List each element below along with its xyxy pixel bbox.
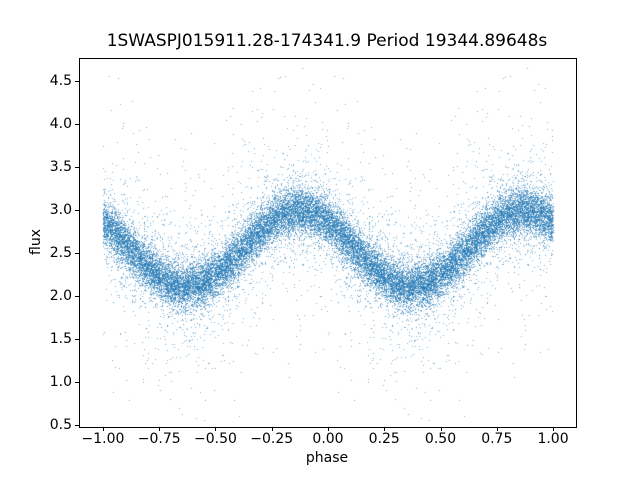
x-tick-label: 0.25 bbox=[368, 431, 400, 447]
x-tick-mark bbox=[496, 427, 498, 431]
y-tick-label: 2.5 bbox=[49, 245, 72, 262]
x-tick-mark bbox=[328, 427, 329, 431]
x-axis-label: phase bbox=[305, 450, 349, 466]
y-tick-mark bbox=[75, 339, 79, 341]
x-tick-label: −1.00 bbox=[81, 431, 125, 447]
y-tick-mark bbox=[75, 210, 79, 212]
x-tick-label: −0.75 bbox=[137, 431, 181, 447]
y-tick-label: 1.0 bbox=[49, 374, 72, 391]
y-tick-label: 4.0 bbox=[49, 116, 72, 133]
y-tick-mark bbox=[75, 425, 79, 427]
x-tick-mark bbox=[215, 427, 217, 431]
x-tick-mark bbox=[384, 427, 386, 431]
y-tick-label: 3.5 bbox=[49, 159, 72, 176]
x-tick-label: 1.00 bbox=[537, 431, 569, 447]
scatter-points-canvas bbox=[80, 59, 576, 427]
x-tick-label: 0.50 bbox=[424, 431, 457, 447]
x-tick-mark bbox=[271, 427, 273, 431]
y-tick-mark bbox=[75, 81, 79, 83]
y-tick-label: 4.5 bbox=[49, 73, 72, 90]
y-tick-label: 2.0 bbox=[49, 288, 72, 305]
x-tick-mark bbox=[159, 427, 161, 431]
x-tick-mark bbox=[102, 427, 104, 431]
y-tick-mark bbox=[75, 167, 79, 169]
y-tick-label: 1.5 bbox=[49, 331, 72, 348]
y-tick-mark bbox=[75, 296, 79, 298]
x-tick-label: −0.50 bbox=[194, 431, 237, 447]
y-tick-mark bbox=[75, 253, 79, 255]
x-tick-label: 0.00 bbox=[312, 431, 344, 447]
x-tick-label: 0.75 bbox=[481, 431, 513, 447]
y-tick-mark bbox=[75, 124, 79, 126]
y-tick-mark bbox=[75, 382, 79, 384]
y-tick-label: 0.5 bbox=[49, 417, 72, 434]
y-tick-label: 3.0 bbox=[49, 202, 72, 219]
x-tick-label: −0.25 bbox=[250, 431, 294, 447]
x-tick-mark bbox=[553, 427, 555, 431]
plot-area bbox=[79, 58, 577, 428]
x-tick-mark bbox=[440, 427, 442, 431]
chart-title: 1SWASPJ015911.28-174341.9 Period 19344.8… bbox=[106, 31, 548, 51]
